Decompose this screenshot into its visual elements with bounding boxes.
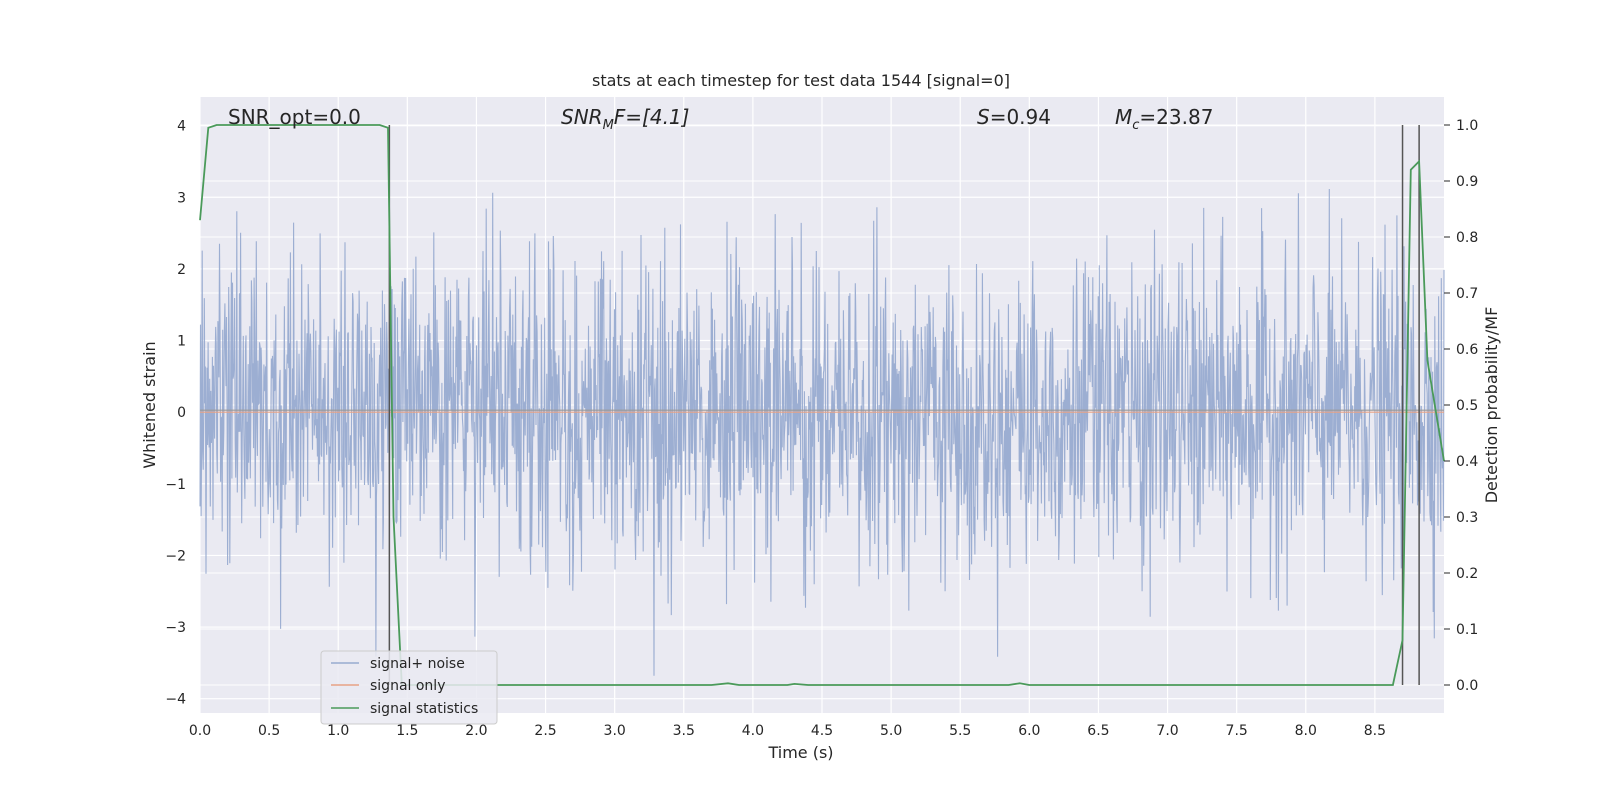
x-tick-label: 8.0 (1295, 723, 1317, 739)
signal-statistics-series (199, 124, 1445, 686)
y-right-tick-label: 0.8 (1456, 230, 1478, 246)
x-tick-label: 5.0 (880, 723, 902, 739)
x-tick-label: 6.5 (1087, 723, 1109, 739)
mc-sub: c (1132, 118, 1139, 133)
y-right-tick-label: 0.9 (1456, 174, 1478, 190)
y-right-tick-label: 0.7 (1456, 286, 1478, 302)
chart-title: stats at each timestep for test data 154… (592, 71, 1010, 90)
y-right-tick-label: 0.0 (1456, 678, 1478, 694)
x-tick-label: 2.0 (465, 723, 487, 739)
x-tick-label: 1.5 (396, 723, 418, 739)
y-right-tick-label: 1.0 (1456, 118, 1478, 134)
x-tick-label: 3.5 (673, 723, 695, 739)
y-tick-label: 2 (177, 262, 186, 278)
x-tick-label: 0.5 (258, 723, 280, 739)
snr-opt-annotation: SNR_opt=0.0 (228, 105, 361, 129)
snr-mf-rest: F=[4.1] (614, 105, 690, 129)
signal-statistics-line (199, 124, 1445, 686)
s-base: S (977, 105, 990, 129)
legend-label-signal-noise: signal+ noise (370, 656, 465, 672)
y-axis-right-ticks: 1.0 0.9 0.8 0.7 0.6 0.5 0.4 0.3 0.2 0.1 0.0 (1444, 118, 1478, 694)
x-tick-label: 1.0 (327, 723, 349, 739)
x-axis-label: Time (s) (767, 743, 833, 762)
snr-mf-annotation: SNRMF=[4.1] (561, 105, 689, 133)
y-right-tick-label: 0.1 (1456, 622, 1478, 638)
x-tick-label: 4.5 (811, 723, 833, 739)
y-axis-right-label: Detection probability/MF (1482, 307, 1501, 504)
mc-rest: =23.87 (1139, 105, 1213, 129)
y-right-tick-label: 0.6 (1456, 342, 1478, 358)
mc-annotation: Mc=23.87 (1115, 105, 1213, 133)
s-annotation: S=0.94 (977, 105, 1051, 129)
signal-noise-series (199, 188, 1445, 676)
x-axis-ticks: 0.0 0.5 1.0 1.5 2.0 2.5 3.0 3.5 4.0 4.5 5.0 5.5 6.0 6… (189, 723, 1386, 739)
x-tick-label: 0.0 (189, 723, 211, 739)
y-tick-label: 4 (177, 119, 186, 135)
x-tick-label: 8.5 (1364, 723, 1386, 739)
s-rest: =0.94 (990, 105, 1051, 129)
y-tick-label: 3 (177, 190, 186, 206)
legend-box (320, 650, 498, 725)
y-axis-ticks: 4 3 2 1 0 −1 −2 −3 −4 (165, 119, 186, 708)
y-tick-label: −1 (165, 477, 186, 493)
y-right-tick-label: 0.5 (1456, 398, 1478, 414)
legend: signal+ noise signal only signal statist… (320, 650, 498, 725)
legend-label-signal-statistics: signal statistics (370, 701, 478, 717)
y-right-tick-label: 0.3 (1456, 510, 1478, 526)
signal-only-series (200, 409, 1444, 413)
x-tick-label: 4.0 (742, 723, 764, 739)
y-axis-label: Whitened strain (140, 341, 159, 468)
x-tick-label: 6.0 (1018, 723, 1040, 739)
y-tick-label: 1 (177, 334, 186, 350)
x-tick-label: 2.5 (534, 723, 556, 739)
y-right-tick-label: 0.4 (1456, 454, 1478, 470)
x-tick-label: 7.0 (1156, 723, 1178, 739)
signal-noise-line (199, 188, 1445, 676)
x-tick-label: 5.5 (949, 723, 971, 739)
y-tick-label: −4 (165, 692, 186, 708)
x-tick-label: 3.0 (604, 723, 626, 739)
y-tick-label: −3 (165, 620, 186, 636)
snr-mf-base: SNR (561, 105, 603, 129)
y-right-tick-label: 0.2 (1456, 566, 1478, 582)
snr-mf-sub: M (603, 118, 614, 133)
legend-label-signal-only: signal only (370, 678, 445, 694)
x-tick-label: 7.5 (1226, 723, 1248, 739)
y-tick-label: −2 (165, 548, 186, 564)
mc-base: M (1115, 105, 1132, 129)
y-tick-label: 0 (177, 405, 186, 421)
